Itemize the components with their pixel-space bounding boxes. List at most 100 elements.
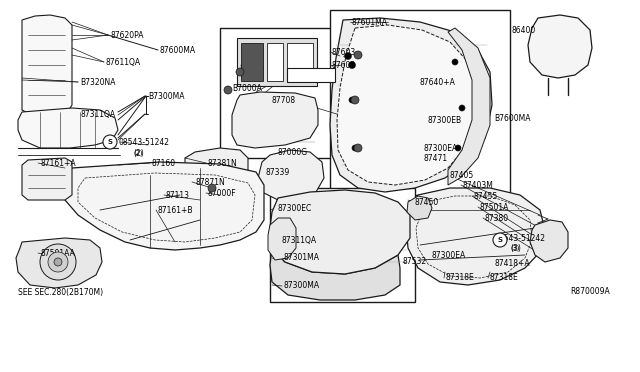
Polygon shape (22, 15, 72, 120)
Circle shape (355, 52, 361, 58)
Polygon shape (185, 148, 248, 178)
Text: 87450: 87450 (415, 198, 439, 206)
Circle shape (352, 145, 358, 151)
Circle shape (208, 184, 216, 192)
Circle shape (236, 68, 244, 76)
Text: 87161+A: 87161+A (40, 158, 76, 167)
Text: 87339: 87339 (266, 167, 291, 176)
Text: 08543-51242: 08543-51242 (495, 234, 546, 243)
Polygon shape (448, 28, 490, 185)
Text: 87600MA: 87600MA (160, 45, 196, 55)
Circle shape (351, 96, 359, 104)
Polygon shape (16, 238, 102, 288)
Circle shape (455, 145, 461, 151)
Circle shape (349, 61, 355, 68)
Text: 87471: 87471 (424, 154, 448, 163)
Circle shape (103, 135, 117, 149)
Circle shape (344, 52, 351, 60)
Text: 87871N: 87871N (196, 177, 226, 186)
Text: SEE SEC.280(2B170M): SEE SEC.280(2B170M) (18, 288, 103, 296)
Text: 87611QA: 87611QA (105, 58, 140, 67)
Polygon shape (258, 150, 324, 200)
Bar (220, 28, 340, 158)
Circle shape (54, 258, 62, 266)
Text: 87301MA: 87301MA (284, 253, 320, 263)
Polygon shape (528, 15, 592, 78)
Circle shape (459, 105, 465, 111)
Text: 87601MA: 87601MA (352, 17, 388, 26)
Text: 87602: 87602 (332, 61, 356, 70)
Circle shape (354, 51, 362, 59)
Text: 87381N: 87381N (208, 158, 237, 167)
Text: 87300MA: 87300MA (284, 282, 320, 291)
Text: (3): (3) (510, 245, 520, 251)
Circle shape (40, 244, 76, 280)
Bar (330, 10, 510, 195)
Circle shape (452, 59, 458, 65)
Polygon shape (232, 92, 318, 148)
Text: 87403M: 87403M (463, 180, 494, 189)
Polygon shape (337, 25, 476, 185)
Text: 87300EA: 87300EA (432, 251, 467, 260)
Bar (287, 68, 335, 82)
Text: 87113: 87113 (166, 190, 190, 199)
Text: 87000F: 87000F (208, 189, 237, 198)
Text: 87300EC: 87300EC (278, 203, 312, 212)
Polygon shape (22, 158, 72, 200)
Text: B7600MA: B7600MA (494, 113, 531, 122)
Text: 87300EB: 87300EB (428, 115, 462, 125)
Text: S: S (108, 139, 113, 145)
Bar (267, 43, 283, 81)
Text: S: S (497, 237, 502, 243)
Circle shape (493, 233, 507, 247)
Text: 87501AA: 87501AA (40, 248, 75, 257)
Text: 87620PA: 87620PA (110, 31, 143, 39)
Text: 87311QA: 87311QA (282, 235, 317, 244)
Text: 87501A: 87501A (480, 202, 509, 212)
Text: 08543-51242: 08543-51242 (118, 138, 169, 147)
Polygon shape (407, 196, 432, 220)
Text: B7000A: B7000A (232, 83, 262, 93)
Polygon shape (530, 220, 568, 262)
Text: 87318E: 87318E (446, 273, 475, 282)
Text: (2): (2) (133, 148, 144, 157)
Text: (2): (2) (133, 150, 143, 156)
Text: 870N6: 870N6 (240, 64, 265, 73)
Bar (270, 188, 415, 302)
Text: 87318E: 87318E (490, 273, 519, 282)
Text: 87700: 87700 (288, 48, 312, 57)
Circle shape (224, 86, 232, 94)
Text: 87455: 87455 (474, 192, 499, 201)
Text: 87300EA: 87300EA (424, 144, 458, 153)
Text: 87418+A: 87418+A (495, 260, 531, 269)
Text: B7300MA: B7300MA (148, 92, 184, 100)
Text: 87401AR: 87401AR (289, 72, 321, 78)
Text: (3): (3) (510, 244, 521, 253)
Text: 87708: 87708 (272, 96, 296, 105)
Circle shape (48, 252, 68, 272)
Text: 87160: 87160 (152, 158, 176, 167)
Text: 87405: 87405 (450, 170, 474, 180)
Polygon shape (65, 162, 264, 250)
Polygon shape (406, 188, 545, 285)
Polygon shape (270, 248, 400, 300)
Text: B7320NA: B7320NA (80, 77, 115, 87)
Text: 87311QA: 87311QA (80, 109, 115, 119)
Text: 87640+A: 87640+A (420, 77, 456, 87)
Bar (287, 43, 313, 81)
Polygon shape (270, 190, 410, 274)
Text: 87532: 87532 (403, 257, 427, 266)
Circle shape (354, 144, 362, 152)
Polygon shape (330, 18, 492, 192)
Text: R870009A: R870009A (570, 288, 610, 296)
Polygon shape (268, 218, 296, 260)
Bar (241, 43, 263, 81)
Circle shape (349, 97, 355, 103)
Text: 87000G: 87000G (278, 148, 308, 157)
Text: 87161+B: 87161+B (158, 205, 193, 215)
Bar (237, 38, 317, 86)
Text: 86400: 86400 (512, 26, 536, 35)
Text: 87380: 87380 (485, 214, 509, 222)
Polygon shape (18, 108, 118, 148)
Text: 87401AR: 87401AR (294, 71, 329, 80)
